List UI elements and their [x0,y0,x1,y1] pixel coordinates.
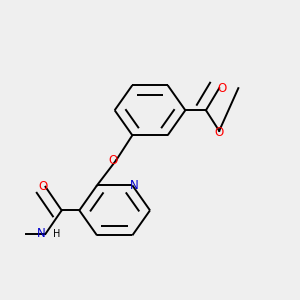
Text: O: O [109,154,118,167]
Text: O: O [38,180,47,193]
Text: O: O [218,82,227,95]
Text: N: N [129,179,138,192]
Text: O: O [214,126,224,139]
Text: H: H [53,229,60,239]
Text: N: N [37,227,46,240]
